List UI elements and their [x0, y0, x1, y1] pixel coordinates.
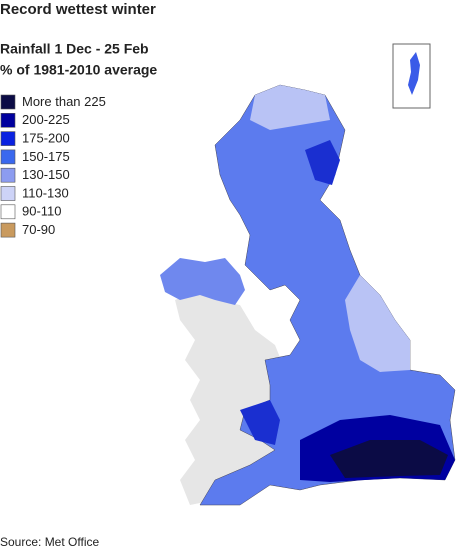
legend-swatch: [0, 131, 16, 146]
shetland: [408, 52, 420, 95]
legend-swatch: [0, 186, 16, 201]
legend-label: 150-175: [22, 149, 70, 164]
legend-label: 90-110: [22, 204, 62, 219]
great-britain: [199, 84, 456, 506]
title: Record wettest winter: [0, 1, 156, 18]
legend-swatch: [0, 167, 16, 183]
region-darkest: [330, 440, 448, 478]
legend-label: 175-200: [22, 131, 70, 146]
legend-swatch: [0, 149, 16, 165]
region-light: [250, 85, 330, 130]
legend-label: 130-150: [22, 167, 70, 182]
legend-swatch: [0, 94, 16, 110]
legend-swatch: [0, 222, 16, 238]
legend-label: 70-90: [22, 222, 55, 237]
subtitle: Rainfall 1 Dec - 25 Feb: [0, 41, 149, 57]
legend-swatch: [0, 113, 16, 128]
region-dark: [240, 400, 280, 445]
legend-label: 110-130: [22, 185, 69, 200]
legend-label: More than 225: [22, 94, 106, 109]
region-light: [345, 275, 410, 372]
source: Source: Met Office: [0, 535, 99, 549]
legend-swatch: [0, 204, 16, 220]
region-dark: [305, 140, 340, 185]
legend-label: 200-225: [22, 112, 70, 127]
northern-ireland: [160, 258, 245, 305]
ireland: [175, 290, 300, 505]
subtitle: % of 1981-2010 average: [0, 62, 157, 78]
